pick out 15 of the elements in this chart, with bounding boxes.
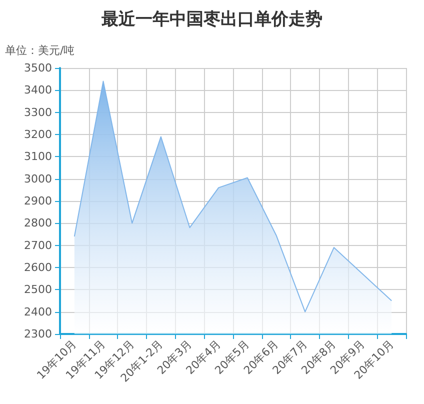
y-axis-title: 单位：美元/吨 [5, 44, 75, 57]
y-tick-label: 3400 [24, 84, 52, 97]
y-tick-label: 2800 [24, 216, 52, 230]
y-tick-label: 3000 [24, 172, 52, 186]
y-tick-label: 2500 [24, 283, 52, 296]
y-tick-label: 2300 [24, 328, 52, 340]
y-tick-label: 2600 [24, 261, 52, 274]
y-tick-label: 3500 [24, 62, 52, 74]
y-tick-label: 3300 [24, 106, 52, 119]
y-tick-label: 2700 [24, 238, 52, 252]
y-tick-label: 2900 [24, 194, 52, 208]
y-tick-label: 2400 [24, 305, 52, 318]
y-tick-label: 3200 [24, 128, 52, 141]
y-tick-label: 3100 [24, 150, 52, 164]
chart-title: 最近一年中国枣出口单价走势 [100, 10, 322, 30]
